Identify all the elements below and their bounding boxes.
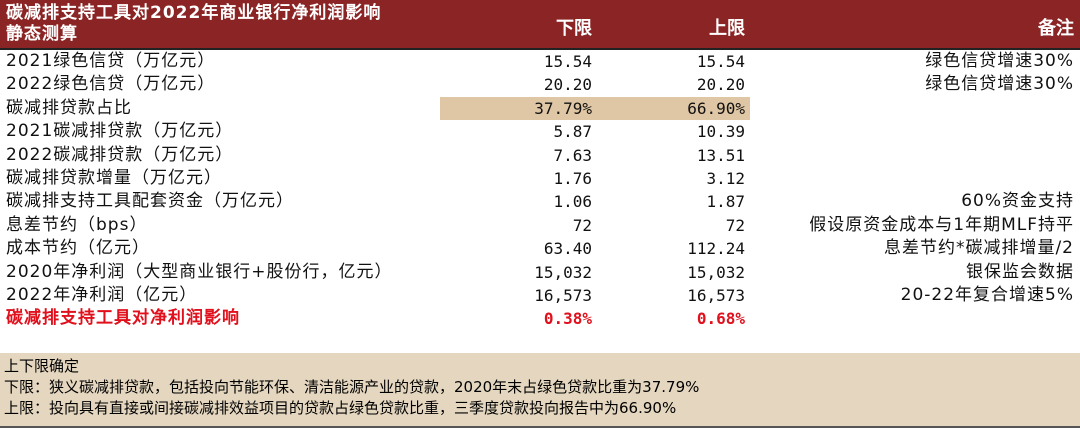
table-row: 碳减排贷款占比 37.79% 66.90% <box>0 96 1080 120</box>
upper-value: 1.87 <box>706 192 745 212</box>
row-label: 息差节约（bps） <box>6 214 148 235</box>
upper-value: 16,573 <box>687 285 745 305</box>
upper-value: 66.90% <box>687 98 745 118</box>
table-row: 2020年净利润（大型商业银行+股份行，亿元） 15,032 15,032 银保监会数… <box>0 261 1080 284</box>
row-note: 20-22年复合增速5% <box>900 284 1074 305</box>
row-label: 成本节约（亿元） <box>6 238 150 259</box>
lower-value: 37.79% <box>534 98 592 118</box>
notes-lower: 下限：狭义碳减排贷款，包括投向节能环保、清洁能源产业的贷款，2020年末占绿色贷… <box>4 378 700 396</box>
table-row: 成本节约（亿元） 63.40 112.24 息差节约*碳减排增量/2 <box>0 237 1080 260</box>
row-note: 银保监会数据 <box>966 261 1074 282</box>
lower-value: 1.06 <box>553 192 592 212</box>
table-row: 2021碳减排贷款（万亿元） 5.87 10.39 <box>0 120 1080 143</box>
row-label: 2022碳减排贷款（万亿元） <box>6 144 234 165</box>
table-row: 息差节约（bps） 72 72 假设原资金成本与1年期MLF持平 <box>0 214 1080 237</box>
upper-value: 15,032 <box>687 262 745 282</box>
table-row: 2021绿色信贷（万亿元） 15.54 15.54 绿色信贷增速30% <box>0 50 1080 73</box>
upper-value: 112.24 <box>687 239 745 259</box>
notes-box: 上下限确定 下限：狭义碳减排贷款，包括投向节能环保、清洁能源产业的贷款，2020… <box>0 353 1080 428</box>
row-label: 2021碳减排贷款（万亿元） <box>6 121 234 142</box>
upper-value: 72 <box>725 215 745 235</box>
upper-value: 13.51 <box>696 145 745 165</box>
row-note: 绿色信贷增速30% <box>925 51 1074 71</box>
row-label: 碳减排支持工具配套资金（万亿元） <box>6 191 294 212</box>
table-row: 碳减排贷款增量（万亿元） 1.76 3.12 <box>0 167 1080 190</box>
lower-value: 20.20 <box>543 75 592 95</box>
highlight-cell <box>440 96 750 120</box>
row-label: 2022年净利润（亿元） <box>6 284 198 305</box>
row-note: 假设原资金成本与1年期MLF持平 <box>809 214 1074 235</box>
col-header-upper: 上限 <box>709 18 745 39</box>
upper-value: 15.54 <box>696 52 745 71</box>
lower-value: 5.87 <box>553 122 592 142</box>
upper-value: 0.68% <box>696 309 745 329</box>
row-note: 息差节约*碳减排增量/2 <box>883 238 1074 259</box>
lower-value: 15,032 <box>534 262 592 282</box>
lower-value: 15.54 <box>543 52 592 71</box>
table-row: 碳减排支持工具配套资金（万亿元） 1.06 1.87 60%资金支持 <box>0 190 1080 213</box>
row-note: 绿色信贷增速30% <box>925 74 1074 95</box>
col-header-lower: 下限 <box>556 18 592 39</box>
row-label: 碳减排贷款占比 <box>6 97 132 118</box>
notes-title: 上下限确定 <box>4 357 80 375</box>
row-label: 2021绿色信贷（万亿元） <box>6 51 216 71</box>
table-body: 2021绿色信贷（万亿元） 15.54 15.54 绿色信贷增速30% 2022绿色信贷… <box>0 50 1080 331</box>
lower-value: 16,573 <box>534 285 592 305</box>
table-row: 2022绿色信贷（万亿元） 20.20 20.20 绿色信贷增速30% <box>0 73 1080 96</box>
table-row: 碳减排支持工具对净利润影响 0.38% 0.68% <box>0 307 1080 330</box>
lower-value: 63.40 <box>543 239 592 259</box>
table-row: 2022年净利润（亿元） 16,573 16,573 20-22年复合增速5% <box>0 284 1080 307</box>
lower-value: 72 <box>572 215 592 235</box>
upper-value: 20.20 <box>696 75 745 95</box>
upper-value: 10.39 <box>696 122 745 142</box>
lower-value: 1.76 <box>553 168 592 188</box>
lower-value: 7.63 <box>553 145 592 165</box>
upper-value: 3.12 <box>706 168 745 188</box>
row-label: 2022绿色信贷（万亿元） <box>6 74 216 95</box>
table-row: 2022碳减排贷款（万亿元） 7.63 13.51 <box>0 144 1080 167</box>
row-note: 60%资金支持 <box>961 191 1074 212</box>
lower-value: 0.38% <box>543 309 592 329</box>
row-label: 碳减排支持工具对净利润影响 <box>6 308 240 329</box>
table-title: 碳减排支持工具对2022年商业银行净利润影响静态测算 <box>6 3 382 44</box>
row-label: 2020年净利润（大型商业银行+股份行，亿元） <box>6 261 393 282</box>
col-header-note: 备注 <box>1038 18 1074 39</box>
table-header: 碳减排支持工具对2022年商业银行净利润影响静态测算 下限 上限 备注 <box>0 0 1080 50</box>
notes-upper: 上限：投向具有直接或间接碳减排效益项目的贷款占绿色贷款比重，三季度贷款投向报告中… <box>4 399 677 417</box>
row-label: 碳减排贷款增量（万亿元） <box>6 167 222 188</box>
